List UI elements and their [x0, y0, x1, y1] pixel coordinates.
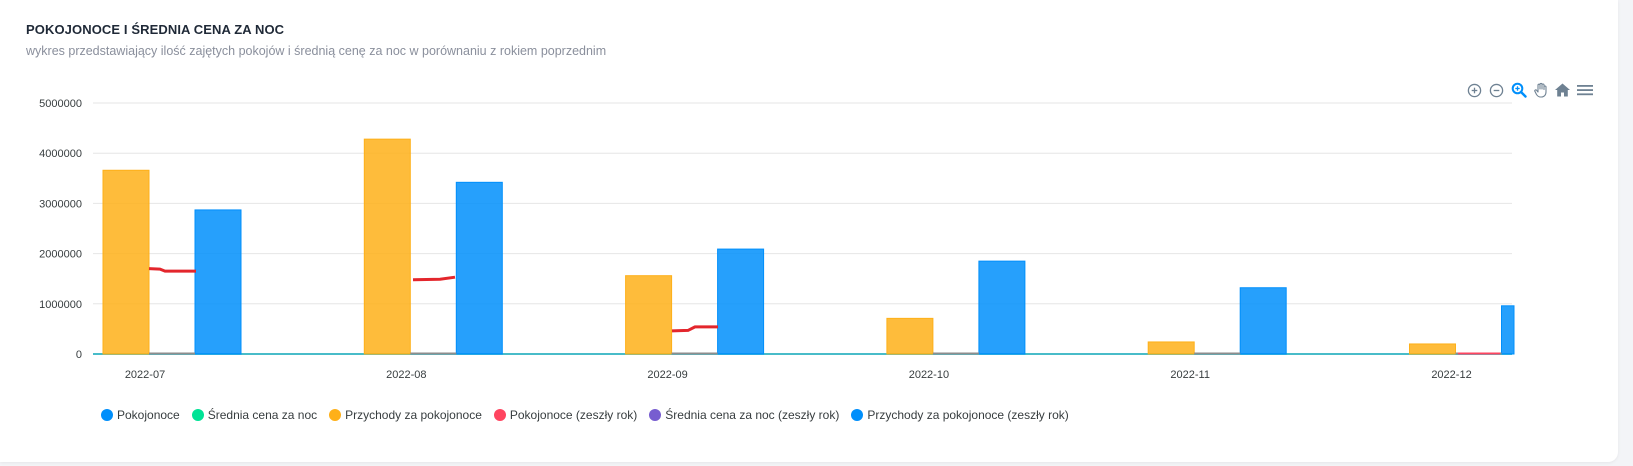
bar-przychody-zeszly-rok[interactable] — [717, 248, 765, 355]
zoom-selection-icon — [1511, 82, 1527, 98]
legend-marker — [101, 409, 113, 421]
pan-hand-icon — [1533, 82, 1547, 98]
legend-label: Przychody za pokojonoce (zeszły rok) — [867, 408, 1069, 422]
y-tick-label: 1000000 — [39, 299, 82, 311]
legend-marker — [329, 409, 342, 421]
zoom-selection-button[interactable] — [1510, 82, 1527, 99]
reset-home-icon — [1555, 83, 1570, 97]
x-tick-label: 2022-12 — [1431, 369, 1471, 381]
legend-marker — [493, 409, 506, 421]
bar-przychody[interactable] — [363, 138, 411, 355]
y-tick-label: 3000000 — [39, 198, 82, 210]
series-line-pokojonoce-zeszly-rok — [412, 275, 456, 282]
bar-przychody-zeszly-rok[interactable] — [978, 260, 1026, 355]
legend-item[interactable]: Średnia cena za noc — [191, 408, 318, 422]
bar-przychody[interactable] — [625, 275, 673, 355]
legend-item[interactable]: Średnia cena za noc (zeszły rok) — [649, 408, 839, 422]
series-line-pokojonoce-zeszly-rok — [671, 325, 718, 333]
chart-title: POKOJONOCE I ŚREDNIA CENA ZA NOC — [26, 22, 285, 37]
zoom-out-button[interactable] — [1488, 82, 1505, 99]
legend-label: Średnia cena za noc — [207, 408, 318, 422]
x-tick-label: 2022-11 — [1170, 369, 1210, 381]
bar-przychody-zeszly-rok[interactable] — [455, 181, 503, 355]
legend-item[interactable]: Przychody za pokojonoce — [329, 408, 482, 422]
legend-item[interactable]: Przychody za pokojonoce (zeszły rok) — [851, 408, 1069, 422]
chart-toolbar — [1466, 80, 1593, 100]
chart-subtitle: wykres przedstawiający ilość zajętych po… — [26, 44, 607, 58]
chart-legend: Pokojonoce Średnia cena za noc Przychody z… — [101, 408, 1069, 422]
x-tick-label: 2022-08 — [386, 369, 426, 381]
legend-item[interactable]: Pokojonoce (zeszły rok) — [493, 408, 638, 422]
bar-przychody-zeszly-rok[interactable] — [194, 209, 242, 355]
pan-button[interactable] — [1532, 82, 1549, 99]
zoom-in-icon — [1467, 83, 1482, 97]
bar-przychody[interactable] — [102, 169, 150, 355]
y-tick-label: 2000000 — [39, 249, 82, 261]
x-tick-label: 2022-07 — [125, 369, 165, 381]
x-tick-label: 2022-10 — [909, 369, 949, 381]
legend-marker — [649, 409, 662, 421]
bar-przychody-zeszly-rok[interactable] — [1239, 287, 1287, 355]
legend-marker — [191, 409, 204, 421]
bar-przychody-zeszly-rok[interactable] — [1501, 305, 1515, 355]
legend-marker — [851, 409, 864, 421]
chart-menu-button[interactable] — [1576, 82, 1593, 99]
legend-label: Pokojonoce — [117, 408, 180, 422]
y-tick-label: 5000000 — [39, 98, 82, 110]
chart-plot: 5000000 4000000 3000000 2000000 1000000 0 2022… — [39, 98, 1515, 381]
zoom-out-icon — [1489, 83, 1504, 97]
bar-przychody[interactable] — [1147, 341, 1195, 355]
legend-label: Pokojonoce (zeszły rok) — [509, 408, 638, 422]
y-tick-label: 0 — [76, 349, 82, 361]
series-line-pokojonoce-zeszly-rok — [148, 267, 196, 273]
y-tick-label: 4000000 — [39, 148, 82, 160]
reset-zoom-button[interactable] — [1554, 82, 1571, 99]
bar-przychody[interactable] — [1409, 343, 1456, 355]
zoom-in-button[interactable] — [1466, 82, 1483, 99]
legend-item[interactable]: Pokojonoce — [101, 408, 180, 422]
bar-przychody[interactable] — [886, 317, 934, 355]
legend-label: Przychody za pokojonoce — [345, 408, 482, 422]
x-tick-label: 2022-09 — [647, 369, 687, 381]
menu-icon — [1576, 85, 1593, 96]
legend-label: Średnia cena za noc (zeszły rok) — [665, 408, 840, 422]
